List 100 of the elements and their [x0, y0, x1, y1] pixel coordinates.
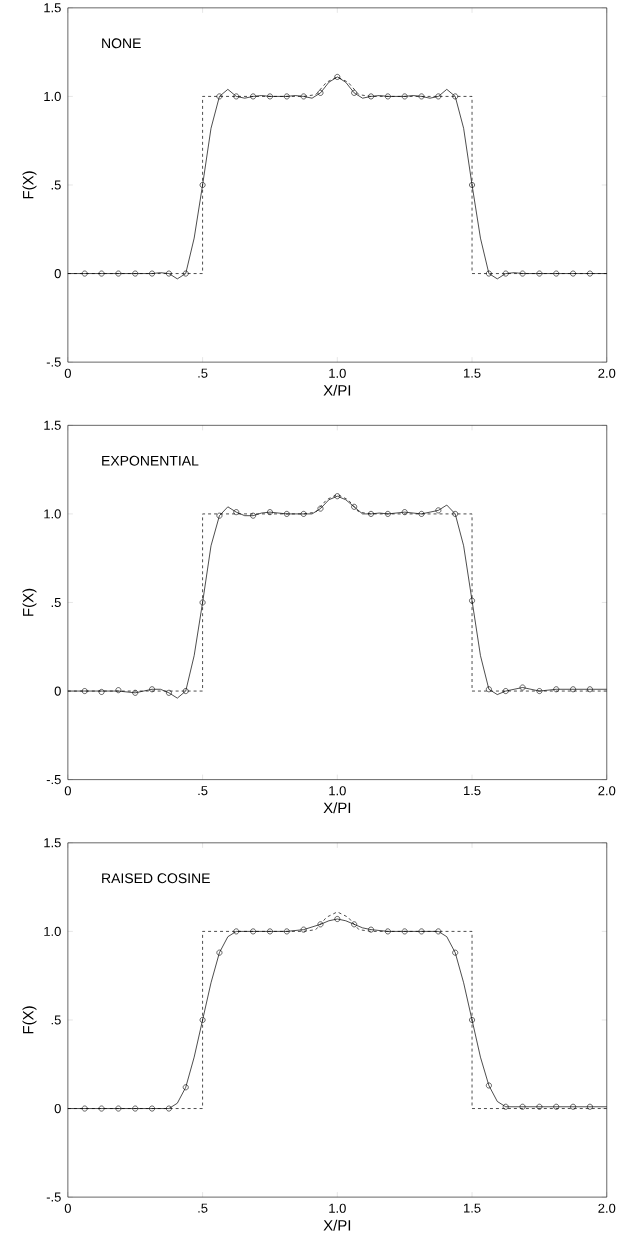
- point: [536, 688, 543, 694]
- point: [368, 93, 374, 100]
- point: [165, 1105, 172, 1112]
- point: [216, 93, 223, 100]
- point: [182, 270, 189, 277]
- point: [418, 511, 425, 517]
- point: [182, 1084, 189, 1091]
- point: [98, 689, 105, 695]
- point: [553, 686, 560, 693]
- point: [98, 270, 105, 277]
- point: [418, 93, 425, 100]
- point: [334, 916, 341, 922]
- point: [570, 270, 576, 277]
- point: [115, 687, 122, 694]
- point: [384, 511, 391, 517]
- y-axis-title: F(X): [22, 588, 37, 616]
- y-tick-label: 0: [54, 1103, 61, 1114]
- y-axis-title: F(X): [22, 1006, 37, 1034]
- y-tick-label: .5: [51, 597, 61, 607]
- point: [300, 93, 307, 100]
- x-tick-label: 1.0: [329, 786, 346, 796]
- point: [553, 270, 560, 277]
- point: [317, 921, 324, 928]
- y-tick-label: -.5: [46, 775, 61, 785]
- point: [216, 512, 223, 519]
- point: [401, 93, 408, 100]
- point: [132, 689, 139, 696]
- point: [81, 270, 88, 277]
- point: [384, 93, 391, 100]
- point: [216, 949, 223, 956]
- x-axis-title: X/PI: [323, 384, 351, 396]
- point: [368, 511, 374, 517]
- point: [519, 1103, 526, 1110]
- point: [182, 688, 189, 694]
- point: [401, 928, 408, 935]
- x-axis-title: X/PI: [323, 1219, 351, 1231]
- point: [233, 509, 240, 516]
- x-tick-label: 2.0: [598, 1203, 616, 1213]
- point: [435, 507, 442, 514]
- point: [334, 493, 341, 500]
- point: [165, 270, 172, 277]
- y-tick-label: .5: [51, 1015, 61, 1025]
- point: [81, 688, 88, 694]
- point: [485, 686, 492, 693]
- point: [485, 270, 492, 277]
- x-tick-label: 1.0: [329, 1203, 346, 1213]
- point: [250, 93, 256, 100]
- point: [283, 511, 290, 517]
- point: [115, 1105, 122, 1112]
- annotation: NONE: [102, 38, 141, 49]
- y-tick-label: -.5: [46, 1192, 61, 1202]
- point: [418, 928, 425, 935]
- point: [233, 93, 240, 100]
- y-tick-label: 1.5: [44, 3, 61, 13]
- point: [149, 686, 155, 693]
- point: [536, 1103, 543, 1110]
- y-tick-label: 0: [54, 686, 61, 696]
- annotation: EXPONENTIAL: [102, 455, 199, 466]
- point: [519, 684, 526, 691]
- point: [250, 928, 256, 935]
- point: [149, 270, 155, 277]
- point: [250, 512, 256, 519]
- point: [536, 270, 543, 277]
- point: [469, 597, 475, 604]
- point: [267, 93, 273, 100]
- point: [233, 928, 240, 935]
- x-tick-label: 0: [64, 1203, 71, 1213]
- annotation: RAISED COSINE: [102, 873, 210, 884]
- x-tick-label: 0: [64, 368, 71, 378]
- point: [317, 89, 324, 96]
- x-tick-label: 1.5: [463, 368, 481, 378]
- point: [570, 686, 576, 693]
- point: [452, 93, 459, 100]
- y-tick-label: 0: [54, 268, 61, 279]
- y-tick-label: .5: [51, 180, 61, 190]
- point: [98, 1105, 105, 1112]
- y-tick-label: -.5: [46, 357, 61, 367]
- point: [115, 270, 122, 277]
- y-tick-label: 1.0: [44, 509, 61, 519]
- point: [132, 1105, 139, 1112]
- point: [199, 599, 206, 606]
- x-axis-title: X/PI: [323, 802, 351, 814]
- point: [283, 93, 290, 100]
- point: [570, 1103, 576, 1110]
- point: [452, 949, 459, 956]
- x-tick-label: .5: [198, 786, 208, 796]
- point: [485, 1082, 492, 1089]
- x-tick-label: 1.0: [329, 368, 346, 378]
- point: [351, 503, 358, 510]
- x-tick-label: 2.0: [598, 786, 616, 796]
- point: [401, 509, 408, 516]
- x-tick-label: 1.5: [463, 1203, 481, 1213]
- point: [149, 1105, 155, 1112]
- point: [586, 686, 593, 693]
- point: [317, 505, 324, 512]
- point: [267, 509, 273, 516]
- point: [300, 511, 307, 517]
- x-tick-label: 2.0: [598, 368, 616, 378]
- point: [502, 688, 509, 694]
- x-tick-label: .5: [198, 368, 208, 378]
